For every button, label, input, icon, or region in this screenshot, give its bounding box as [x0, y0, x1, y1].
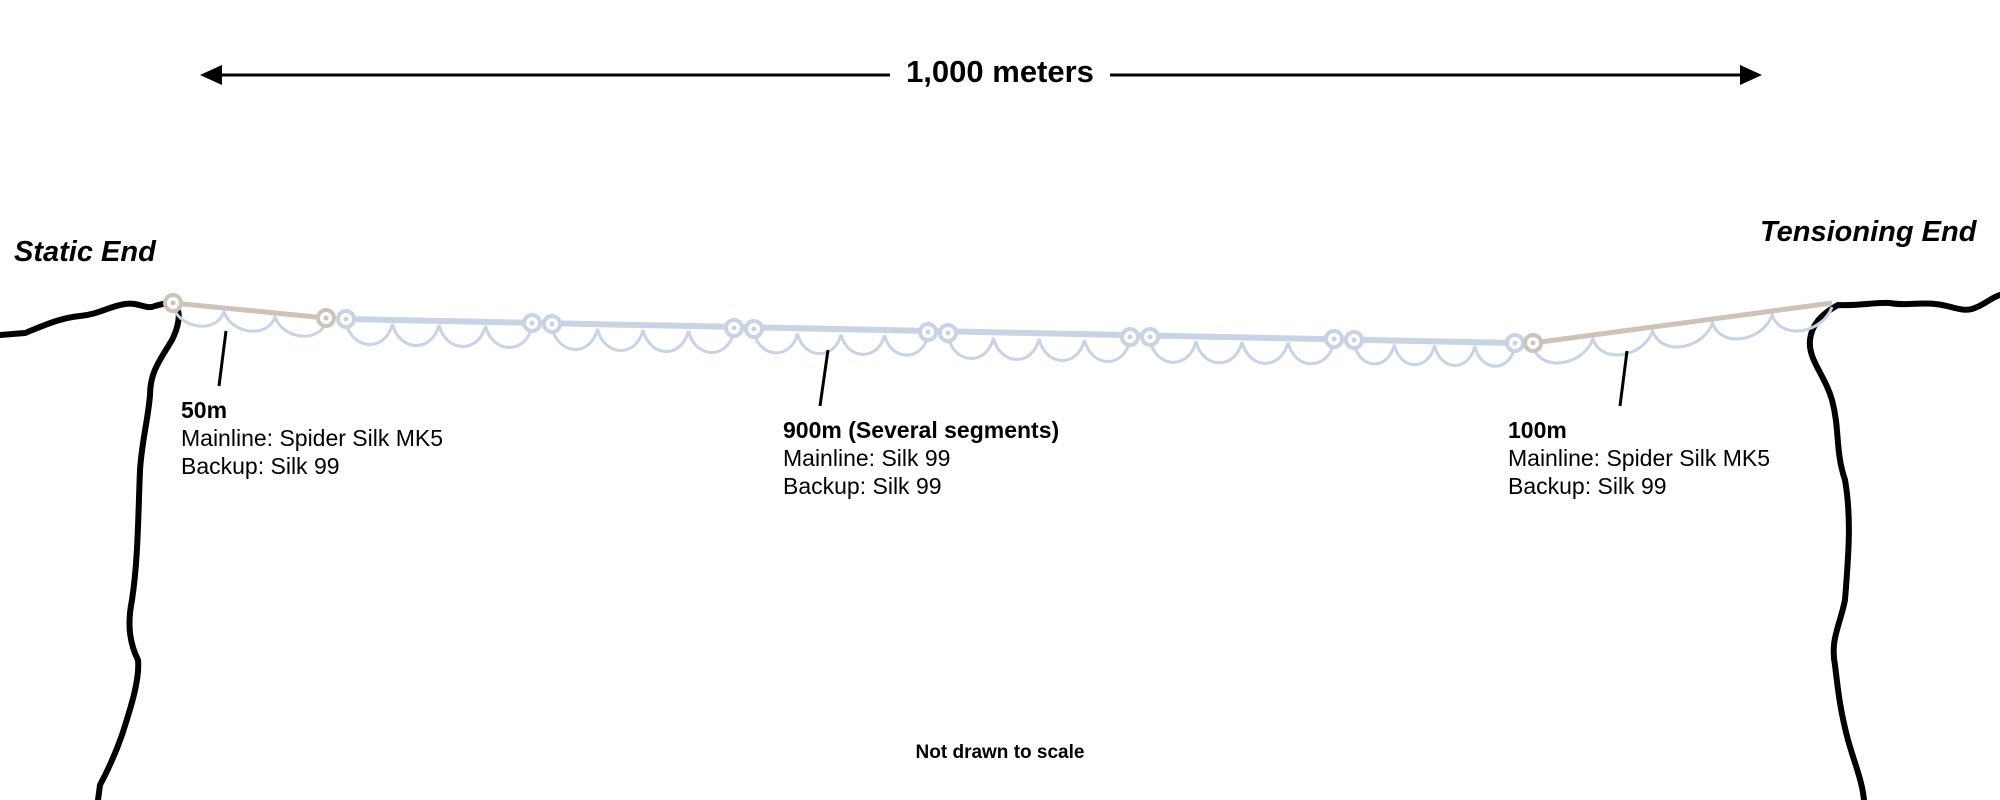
tensioning-end-label: Tensioning End — [1760, 216, 1977, 248]
connector-ring-center — [343, 316, 349, 322]
connector-rings — [163, 293, 1543, 353]
mainline-spec: Mainline: Spider Silk MK5 — [1508, 445, 1771, 471]
backup-loop-segment — [1531, 306, 1834, 365]
backup-line-loops — [171, 306, 1834, 368]
connector-ring-center — [323, 315, 329, 321]
segment-50m-info: 50m Mainline: Spider Silk MK5 Backup: Si… — [181, 396, 443, 480]
backup-spec: Backup: Silk 99 — [181, 453, 340, 479]
backup-loop-segment — [344, 322, 534, 349]
connector-ring-center — [731, 325, 737, 331]
span-length-label: 1,000 meters — [890, 52, 1110, 92]
leader-line-100m — [1618, 350, 1629, 407]
connector-ring-center — [945, 330, 951, 336]
segment-length: 900m (Several segments) — [783, 417, 1060, 443]
connector-ring-center — [549, 321, 555, 327]
leader-line-900m — [818, 349, 830, 407]
backup-loop-segment — [1148, 340, 1336, 366]
segment-100m-info: 100m Mainline: Spider Silk MK5 Backup: S… — [1508, 416, 1770, 500]
connector-ring-center — [1530, 340, 1536, 346]
leader-line-50m — [217, 330, 228, 387]
backup-spec: Backup: Silk 99 — [783, 473, 942, 499]
segment-length: 50m — [181, 397, 228, 423]
connector-ring-center — [170, 300, 176, 306]
mainline-mk5-tensioning — [1532, 300, 1833, 346]
connector-ring-center — [925, 329, 931, 335]
backup-loop-segment — [752, 332, 930, 357]
mainline-spec: Mainline: Silk 99 — [783, 445, 951, 471]
mainline-mk5-static — [172, 300, 327, 321]
mainline-spec: Mainline: Spider Silk MK5 — [181, 425, 444, 451]
backup-loop-segment — [171, 306, 328, 338]
connector-ring-center — [1331, 336, 1337, 342]
connector-ring-center — [1127, 334, 1133, 340]
backup-spec: Backup: Silk 99 — [1508, 473, 1667, 499]
connector-ring-center — [1147, 334, 1153, 340]
scale-note: Not drawn to scale — [915, 742, 1085, 763]
segment-length: 100m — [1508, 417, 1567, 443]
backup-loop-segment — [946, 336, 1132, 363]
connector-ring-center — [529, 320, 535, 326]
left-cliff-outline — [0, 300, 182, 800]
connector-ring-center — [751, 326, 757, 332]
segment-900m-info: 900m (Several segments) Mainline: Silk 9… — [783, 416, 1059, 500]
static-end-label: Static End — [14, 236, 156, 268]
connector-ring-center — [1512, 340, 1518, 346]
connector-ring-center — [1351, 337, 1357, 343]
right-cliff-outline — [1806, 292, 2000, 800]
backup-loop-segment — [550, 327, 736, 354]
backup-loop-segment — [1352, 343, 1517, 368]
